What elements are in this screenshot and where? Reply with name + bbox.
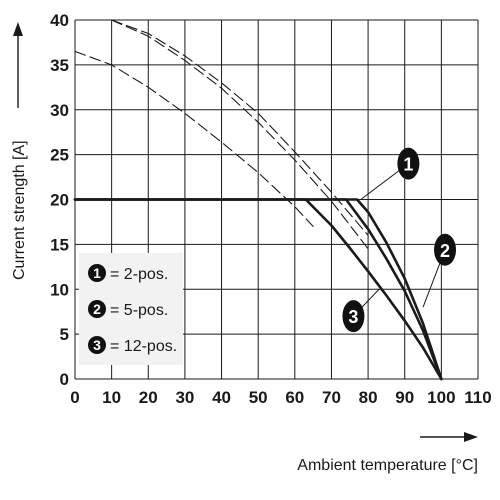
y-axis-arrow-icon (13, 22, 23, 36)
y-tick-label: 0 (60, 370, 69, 389)
legend: 1 = 2-pos. 2 = 5-pos. 3 = 12-pos. (79, 253, 183, 365)
series-line-1-dashed (111, 19, 369, 236)
x-tick-label: 40 (212, 388, 231, 407)
x-tick-label: 30 (175, 388, 194, 407)
series-lines (73, 19, 443, 381)
x-axis-label: Ambient temperature [°C] (297, 457, 478, 474)
legend-badge-1 (88, 264, 106, 282)
legend-label-3: = 12-pos. (110, 338, 177, 355)
x-tick-label: 100 (427, 388, 455, 407)
series-line-3-solid (73, 198, 443, 381)
y-tick-label: 25 (50, 146, 69, 165)
series-line-2-solid (73, 198, 443, 381)
y-tick-label: 15 (50, 235, 69, 254)
x-tick-label: 80 (359, 388, 378, 407)
x-tick-label: 70 (322, 388, 341, 407)
legend-item-1: 1 = 2-pos. (88, 264, 168, 283)
y-tick-label: 10 (50, 280, 69, 299)
x-tick-label: 60 (285, 388, 304, 407)
legend-label-1: = 2-pos. (110, 266, 168, 283)
x-tick-label: 20 (139, 388, 158, 407)
legend-item-3: 3 = 12-pos. (88, 336, 177, 355)
x-axis-title: Ambient temperature [°C] (297, 432, 478, 474)
legend-badge-3-text: 3 (93, 337, 101, 353)
legend-badge-3 (88, 336, 106, 354)
y-tick-label: 5 (60, 325, 69, 344)
x-axis-arrow-icon (464, 432, 478, 442)
callout-badge-3-text: 3 (348, 307, 358, 327)
callouts: 1 2 3 (342, 147, 457, 333)
y-axis-title: Current strength [A] (11, 22, 28, 280)
legend-item-2: 2 = 5-pos. (88, 300, 168, 319)
y-tick-label: 20 (50, 191, 69, 210)
legend-badge-2-text: 2 (93, 301, 101, 317)
x-tick-label: 0 (70, 388, 79, 407)
callout-badge-2-text: 2 (440, 241, 450, 261)
callout-badge-1 (397, 147, 420, 180)
series-line-2-dashed (111, 19, 369, 250)
x-tick-label: 10 (102, 388, 121, 407)
tick-labels: 0 10 20 30 40 50 60 70 80 90 100 110 0 5 10 15 20 25 30 35 4… (50, 11, 492, 407)
legend-badge-2 (88, 300, 106, 318)
y-axis-label: Current strength [A] (11, 140, 28, 280)
callout-badge-1-text: 1 (403, 155, 413, 175)
x-tick-label: 90 (395, 388, 414, 407)
series-line-3-dashed (74, 50, 314, 227)
y-tick-label: 35 (50, 56, 69, 75)
series-line-1-solid (73, 198, 443, 381)
legend-badge-1-text: 1 (93, 265, 101, 281)
x-tick-label: 50 (249, 388, 268, 407)
legend-label-2: = 5-pos. (110, 302, 168, 319)
x-tick-label: 110 (464, 388, 491, 407)
callout-badge-2 (434, 233, 457, 266)
callout-badge-3 (342, 300, 365, 333)
y-tick-label: 40 (50, 11, 69, 30)
y-tick-label: 30 (50, 101, 69, 120)
